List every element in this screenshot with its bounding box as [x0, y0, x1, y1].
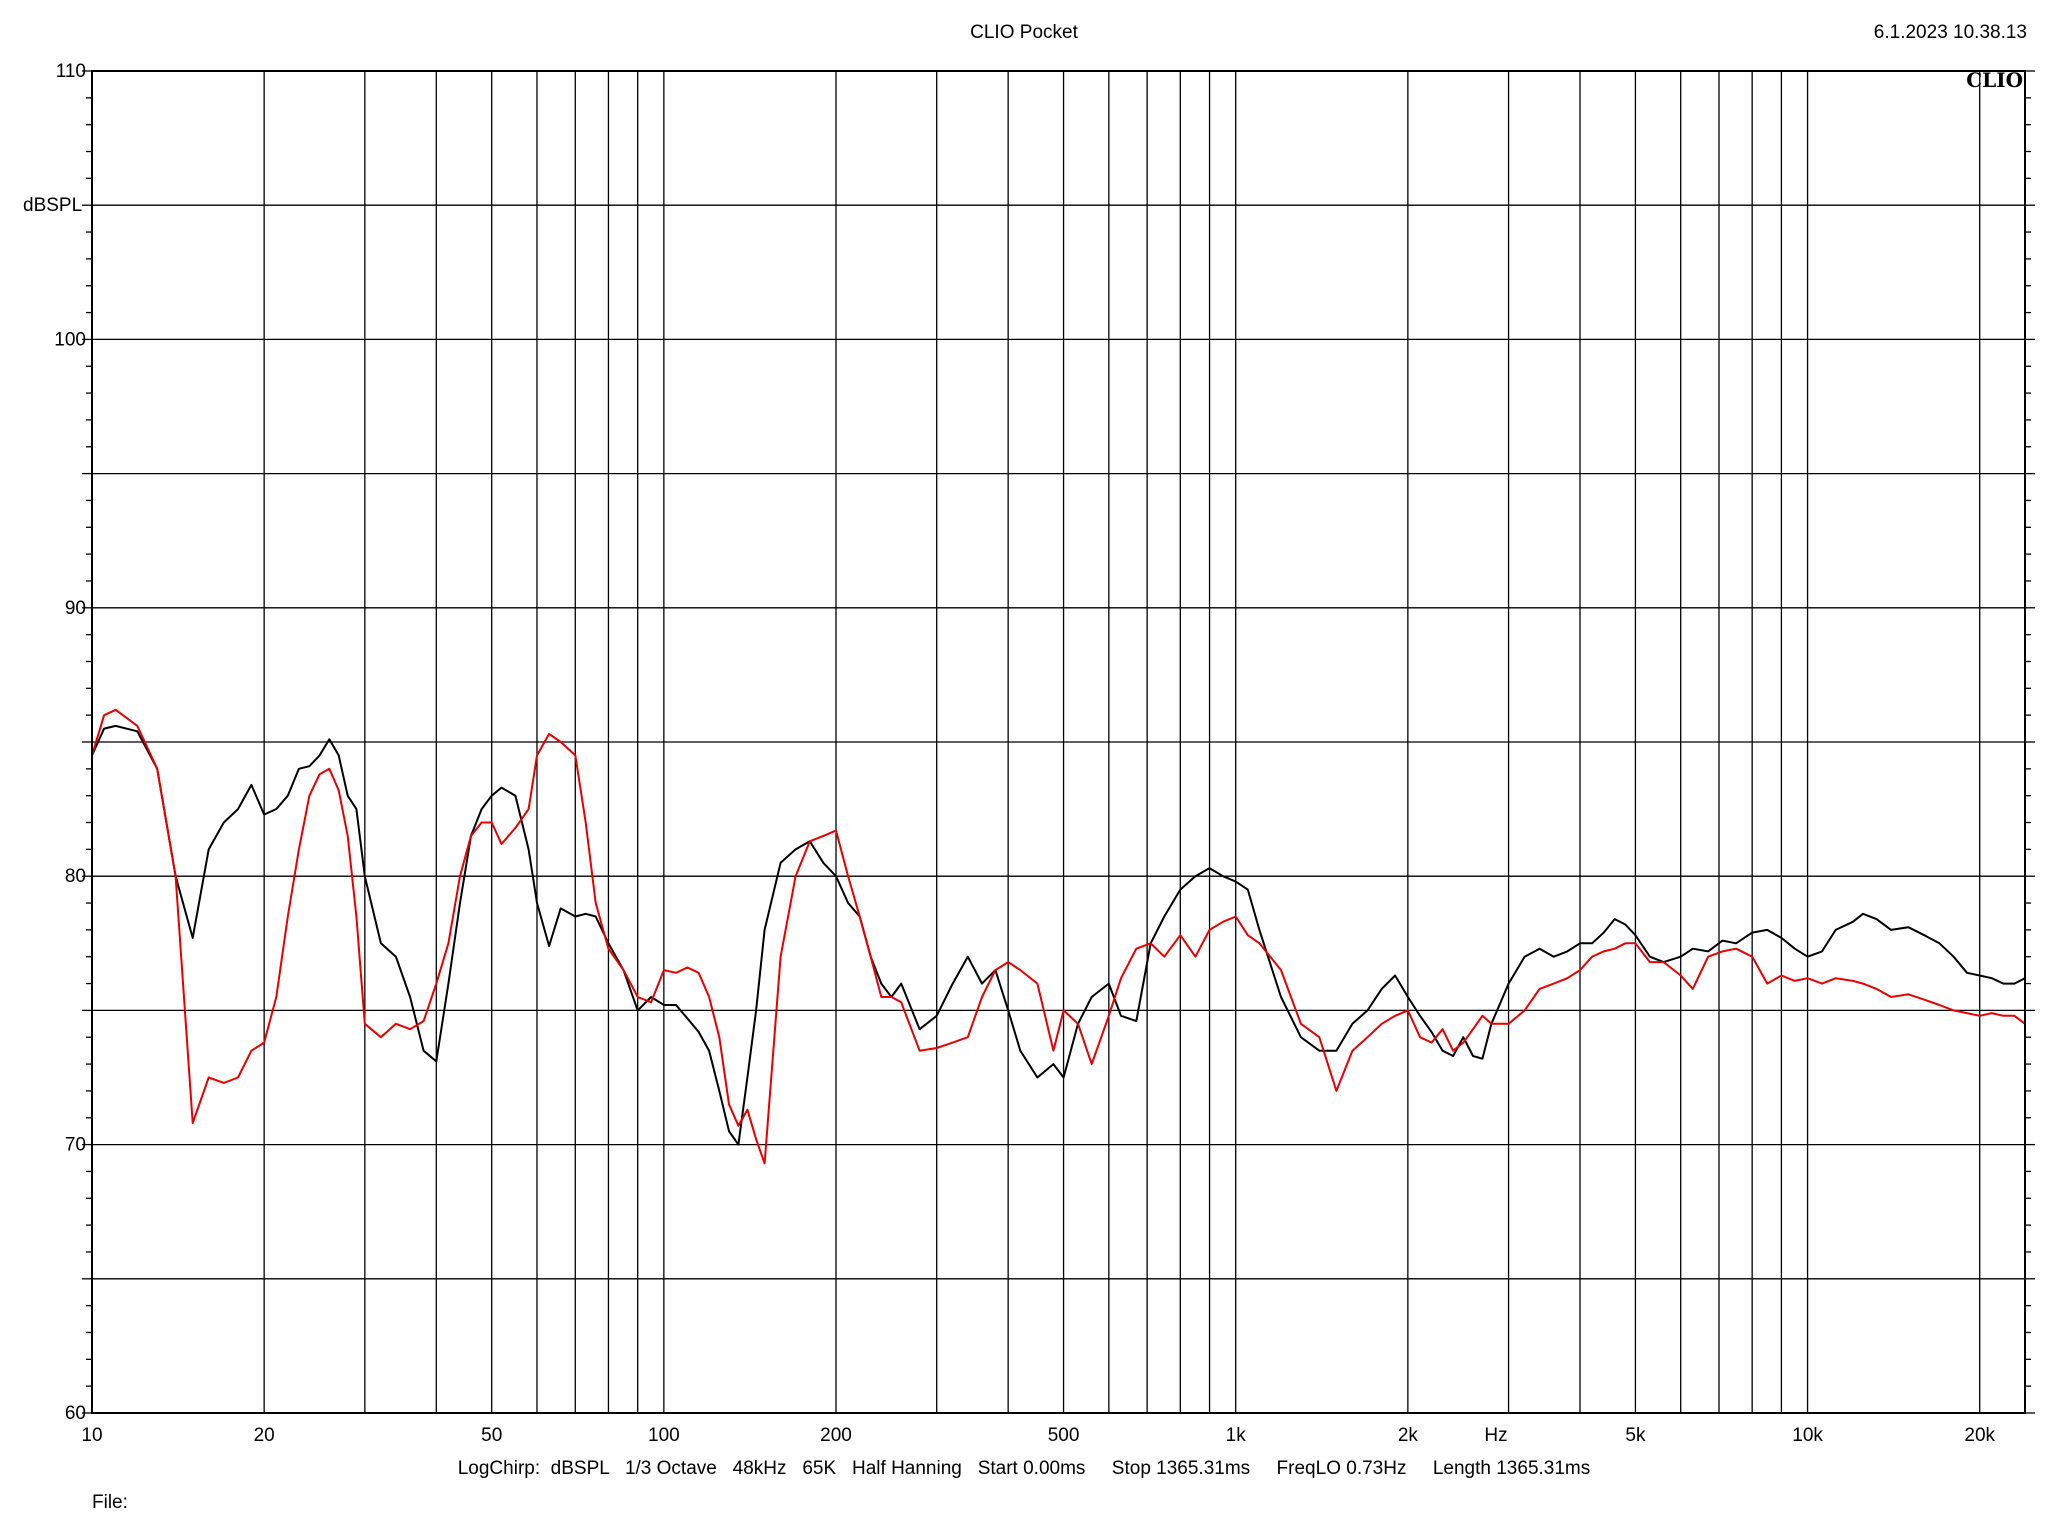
- y-axis-ticks: 110 100 90 80 70 60: [54, 61, 2035, 1424]
- timestamp: 6.1.2023 10.38.13: [1873, 22, 2027, 43]
- y-tick-label: 60: [65, 1403, 86, 1424]
- y-axis-label: dBSPL: [23, 195, 82, 216]
- x-tick-label: 200: [820, 1425, 852, 1446]
- x-tick-label: 20: [254, 1425, 275, 1446]
- y-tick-label: 110: [56, 61, 86, 82]
- x-tick-label: 10: [81, 1425, 102, 1446]
- x-tick-label: 5k: [1625, 1425, 1646, 1446]
- measurement-settings: LogChirp: dBSPL 1/3 Octave 48kHz 65K Hal…: [457, 1458, 1591, 1479]
- file-label: File:: [92, 1492, 128, 1513]
- y-tick-label: 100: [54, 329, 86, 350]
- series-line-black: [91, 724, 2026, 1146]
- y-tick-label: 90: [65, 598, 86, 619]
- x-axis-label: Hz: [1484, 1425, 1507, 1446]
- y-tick-label: 70: [65, 1135, 86, 1156]
- series-layer: [91, 708, 2026, 1165]
- x-axis-ticks: 10 20 50 100 200 500 1k 2k 5k 10k 20k: [81, 1425, 1995, 1446]
- plot-grid: [92, 71, 2025, 1413]
- x-tick-label: 2k: [1398, 1425, 1419, 1446]
- x-tick-label: 50: [481, 1425, 502, 1446]
- y-tick-label: 80: [65, 866, 86, 887]
- x-tick-label: 500: [1048, 1425, 1080, 1446]
- chart-title: CLIO Pocket: [970, 22, 1078, 43]
- x-tick-label: 1k: [1226, 1425, 1247, 1446]
- clio-logo: CLIO: [1966, 68, 2023, 92]
- x-tick-label: 20k: [1964, 1425, 1995, 1446]
- x-tick-label: 10k: [1792, 1425, 1823, 1446]
- x-tick-label: 100: [648, 1425, 680, 1446]
- series-line-red: [91, 708, 2026, 1165]
